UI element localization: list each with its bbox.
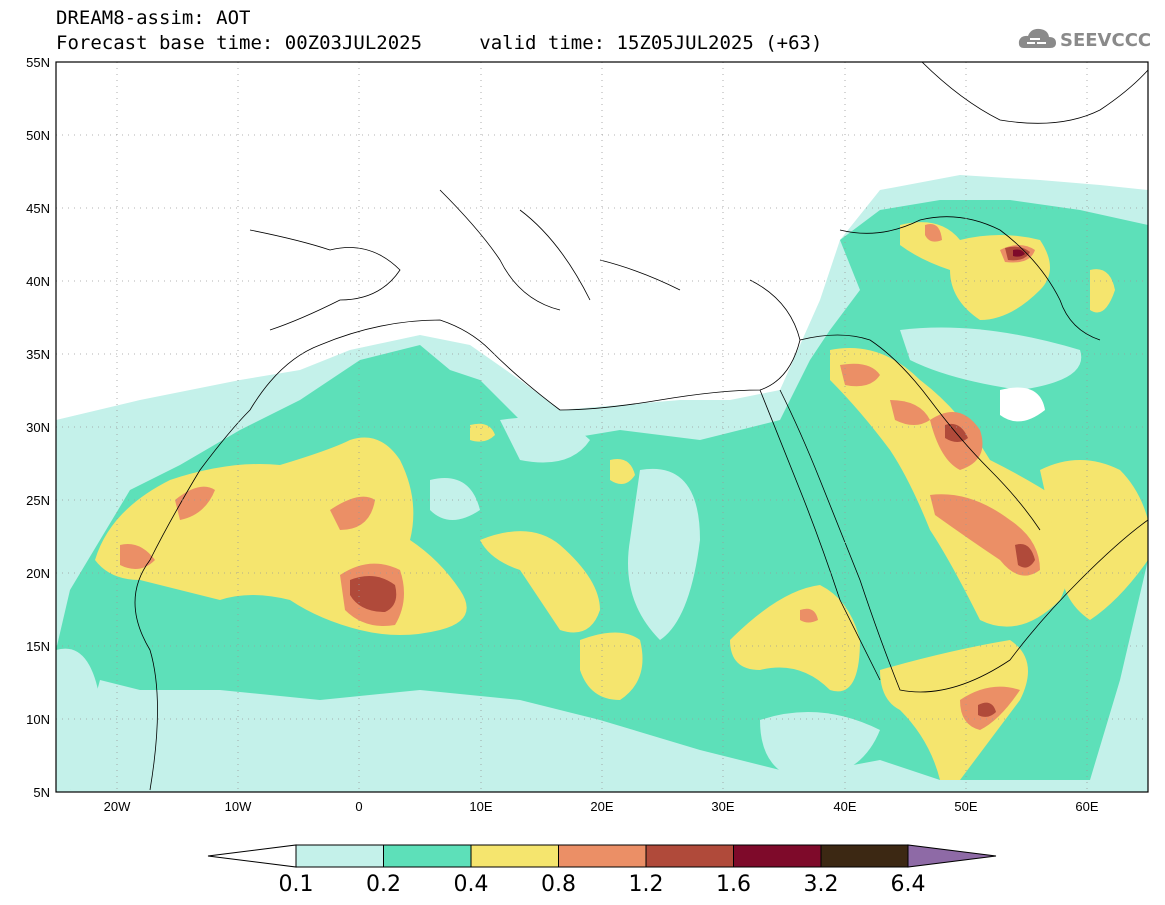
lon-label: 10E	[469, 799, 492, 814]
colorbar-label: 0.1	[279, 872, 314, 897]
lat-label: 40N	[26, 274, 50, 289]
colorbar-label: 1.6	[716, 872, 751, 897]
colorbar-over-arrow	[907, 844, 997, 868]
colorbar-labels: 0.1 0.2 0.4 0.8 1.2 1.6 3.2 6.4	[279, 872, 926, 897]
map-frame	[55, 61, 1149, 793]
lat-labels: 55N 50N 45N 40N 35N 30N 25N 20N 15N 10N …	[26, 55, 50, 800]
colorbar-label: 1.2	[629, 872, 664, 897]
coastlines	[134, 62, 1148, 791]
colorbar-swatch	[820, 844, 909, 868]
lat-label: 50N	[26, 128, 50, 143]
colorbar-label: 0.8	[541, 872, 576, 897]
colorbar-label: 6.4	[891, 872, 926, 897]
aot-level-1.2	[350, 576, 397, 612]
lat-label: 25N	[26, 493, 50, 508]
colorbar	[207, 844, 997, 868]
lat-label: 45N	[26, 201, 50, 216]
colorbar-swatch	[295, 844, 384, 868]
colorbar-under-arrow	[207, 844, 297, 868]
lat-label: 20N	[26, 566, 50, 581]
colorbar-swatch	[383, 844, 472, 868]
colorbar-swatch	[558, 844, 647, 868]
time-info: Forecast base time: 00Z03JUL2025 valid t…	[56, 33, 822, 53]
aot-level-0.8	[120, 544, 155, 569]
colorbar-label: 3.2	[804, 872, 839, 897]
lat-label: 55N	[26, 55, 50, 70]
colorbar-swatch	[733, 844, 822, 868]
lat-label: 5N	[33, 785, 50, 800]
lon-label: 30E	[711, 799, 734, 814]
lon-label: 50E	[954, 799, 977, 814]
lon-label: 20W	[104, 799, 131, 814]
valid-time-label: valid time: 15Z05JUL2025 (+63)	[479, 32, 823, 54]
colorbar-swatch	[470, 844, 559, 868]
lon-labels: 20W 10W 0 10E 20E 30E 40E 50E 60E	[104, 799, 1099, 814]
lat-label: 30N	[26, 420, 50, 435]
seevccc-logo: SEEVCCC	[1018, 22, 1152, 56]
lat-label: 35N	[26, 347, 50, 362]
aot-level-1.6	[1013, 249, 1025, 257]
colorbar-swatch	[645, 844, 734, 868]
cloud-icon	[1018, 28, 1056, 48]
lon-label: 60E	[1075, 799, 1098, 814]
lat-label: 15N	[26, 639, 50, 654]
map-title: DREAM8-assim: AOT	[56, 7, 251, 29]
lat-label: 10N	[26, 712, 50, 727]
lon-label: 0	[355, 799, 362, 814]
colorbar-label: 0.2	[366, 872, 401, 897]
lon-label: 40E	[833, 799, 856, 814]
lon-label: 10W	[225, 799, 252, 814]
lon-label: 20E	[590, 799, 613, 814]
colorbar-label: 0.4	[454, 872, 489, 897]
base-time-label: Forecast base time: 00Z03JUL2025	[56, 32, 423, 54]
graticule	[56, 62, 1148, 792]
logo-text: SEEVCCC	[1060, 30, 1151, 51]
